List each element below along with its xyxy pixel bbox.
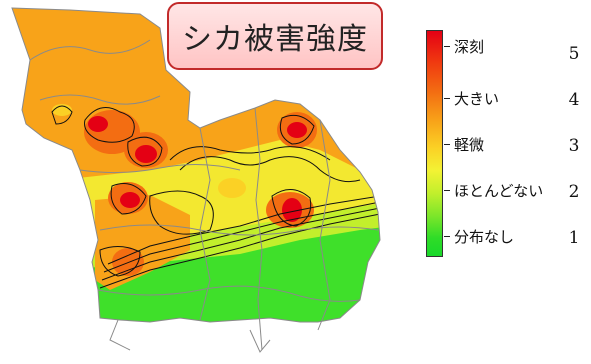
legend-item-large: 大きい	[444, 88, 499, 109]
legend-label-none: 分布なし	[454, 228, 515, 246]
admin-boundaries	[11, 7, 381, 353]
legend-tick	[444, 236, 450, 237]
legend-item-minor: 軽微	[444, 134, 484, 155]
legend-value-4: 4	[568, 90, 580, 110]
legend-item-almost-none: ほとんどない	[444, 180, 543, 201]
map-title: シカ被害強度	[167, 2, 383, 70]
legend-tick	[444, 144, 450, 145]
legend-tick	[444, 190, 450, 191]
legend-label-minor: 軽微	[454, 136, 485, 154]
legend-value-5: 5	[568, 44, 580, 64]
legend-value-3: 3	[568, 136, 580, 156]
legend-value-2: 2	[568, 182, 580, 202]
contour-lines	[51, 105, 380, 289]
legend-tick	[444, 46, 450, 47]
legend-tick	[444, 98, 450, 99]
legend-label-large: 大きい	[454, 90, 500, 108]
legend-label-severe: 深刻	[454, 38, 485, 56]
legend-item-none: 分布なし	[444, 226, 514, 247]
legend-label-almost-none: ほとんどない	[454, 182, 544, 200]
legend-item-severe: 深刻	[444, 36, 484, 57]
legend-value-1: 1	[568, 228, 580, 248]
legend-color-bar	[426, 30, 443, 257]
